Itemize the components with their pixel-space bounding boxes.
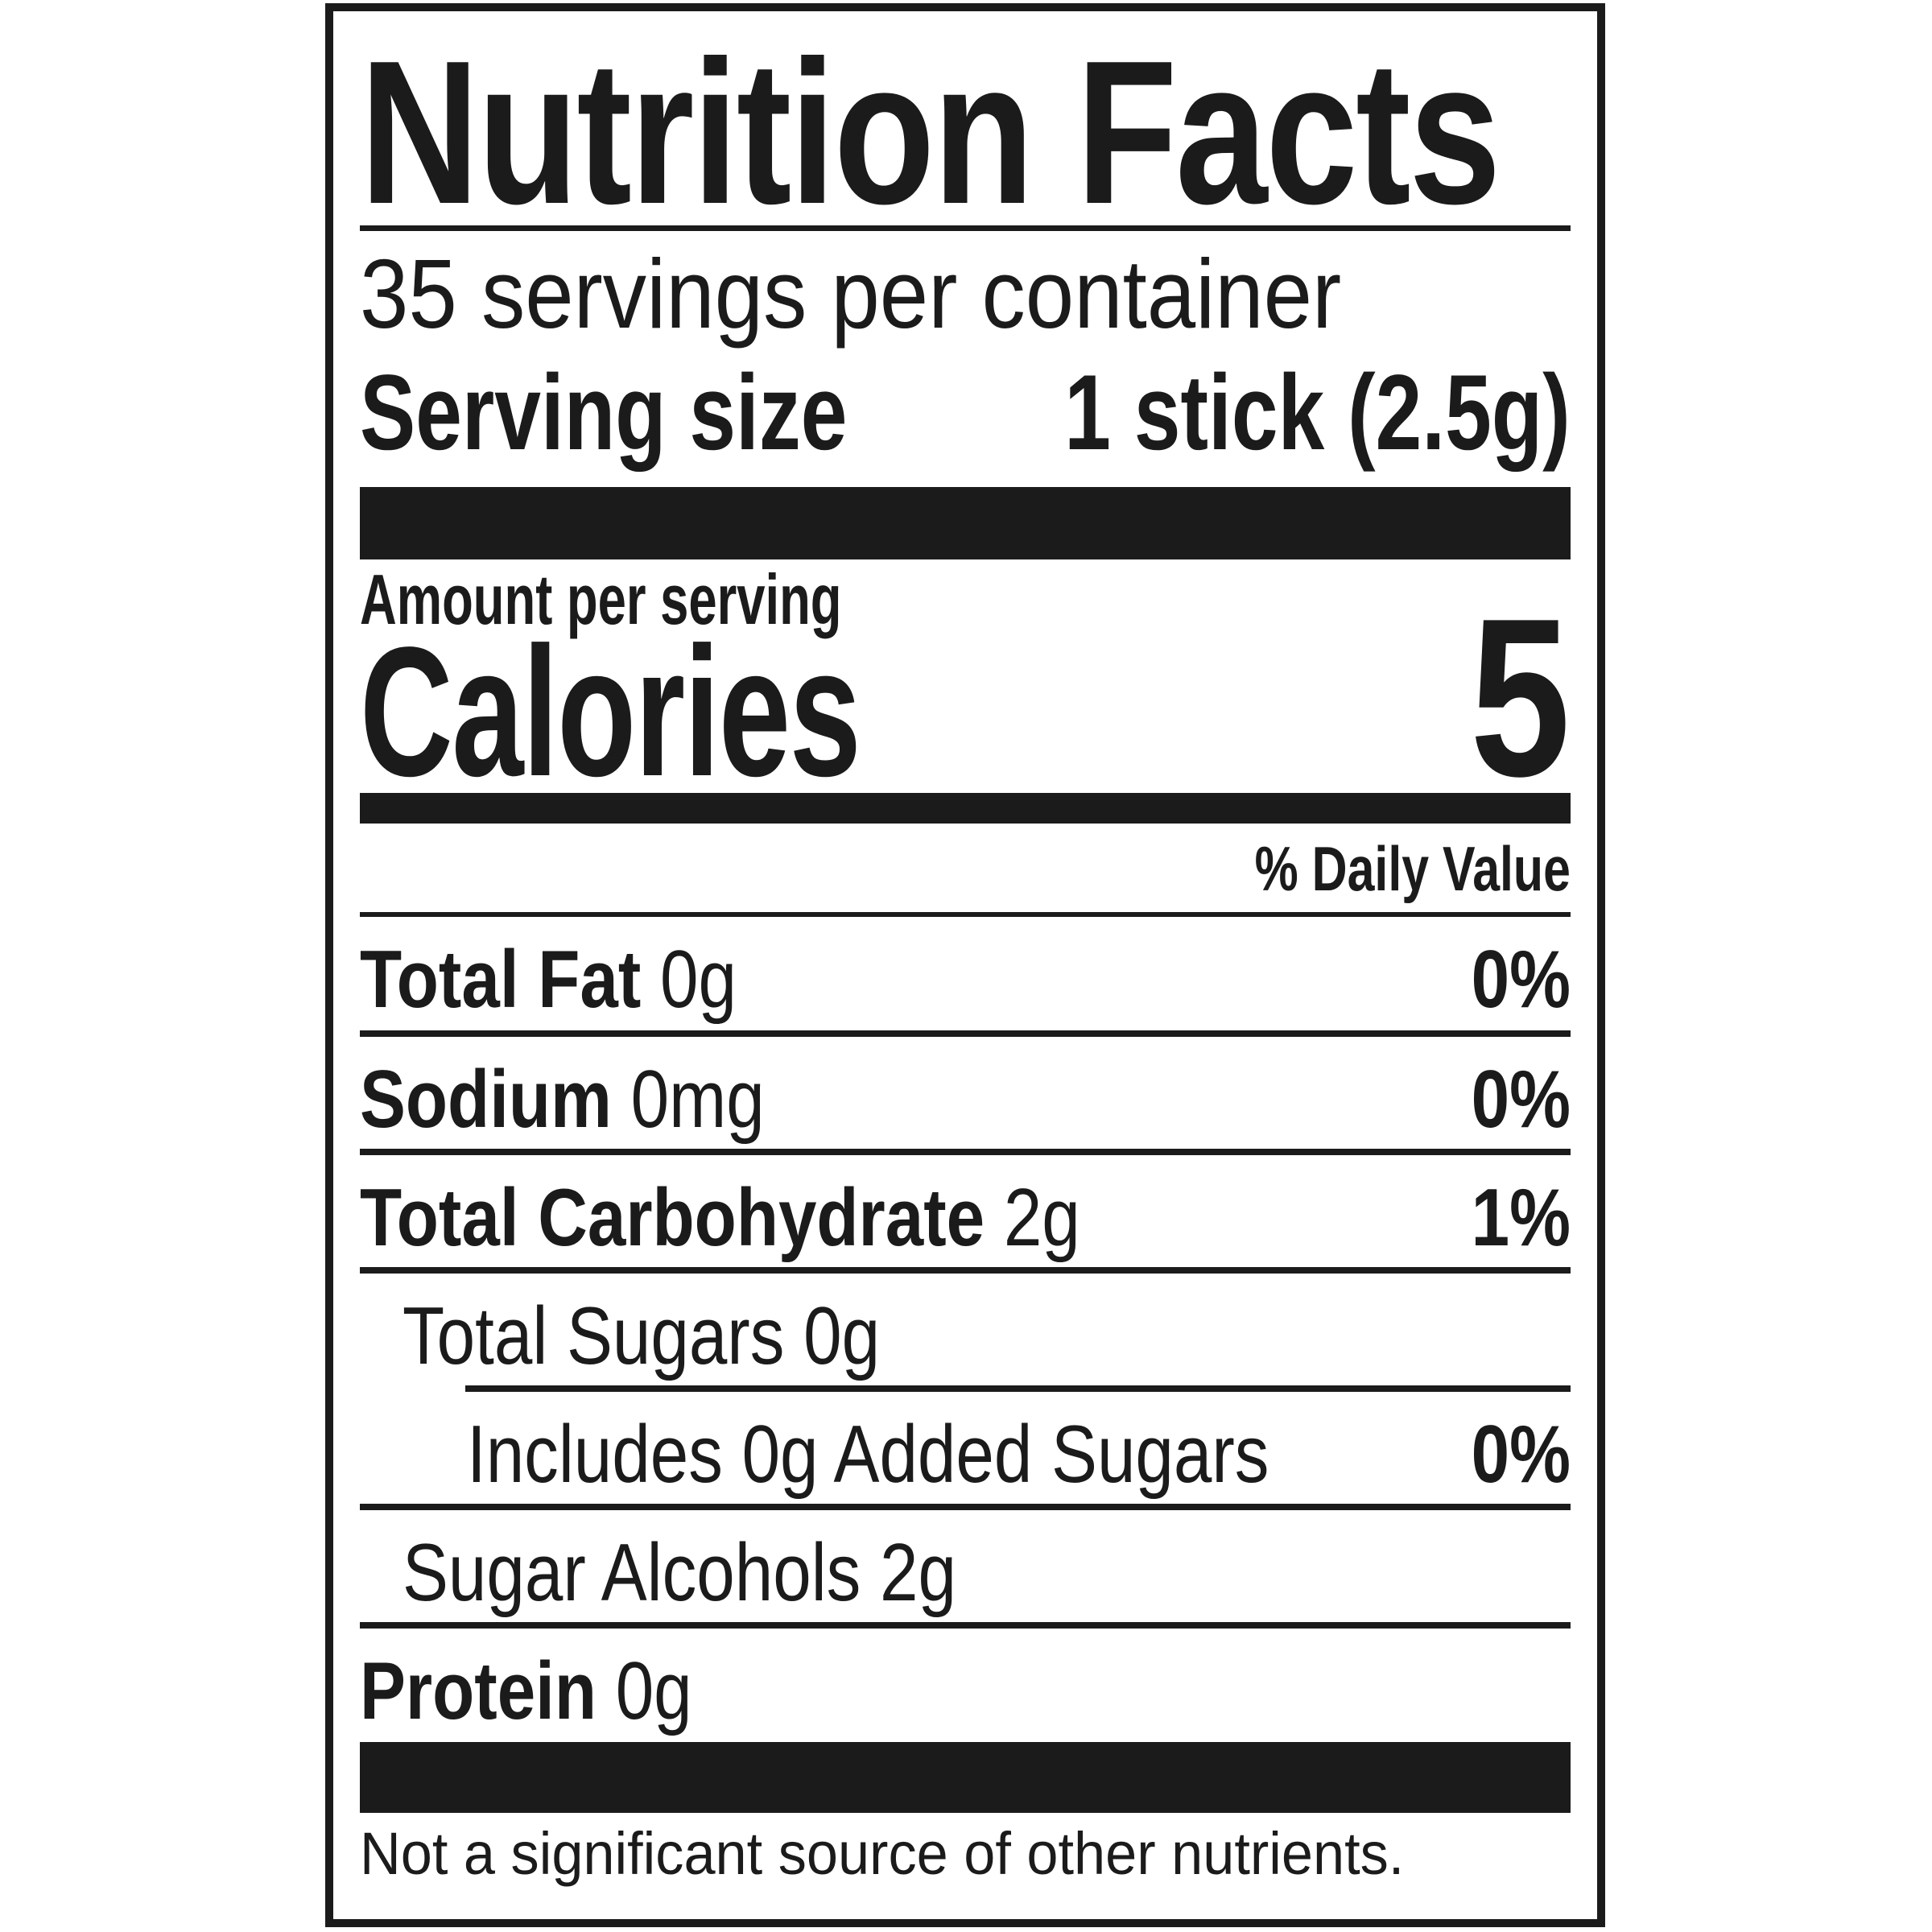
- row-divider: [360, 1267, 1571, 1274]
- nutrient-name: Total Sugars: [402, 1291, 785, 1381]
- nutrient-name: Sugar Alcohols: [402, 1528, 861, 1618]
- nutrient-name-amount: Protein 0g: [360, 1651, 692, 1732]
- row-divider: [360, 1504, 1571, 1510]
- row-sugar-alcohols: Sugar Alcohols 2g: [360, 1533, 1571, 1614]
- nutrient-name: Total Fat: [360, 935, 642, 1025]
- servings-per-container-line: 35 servings per container: [360, 245, 1571, 343]
- amount-per-serving-line: Amount per serving: [360, 559, 1571, 639]
- nutrient-amount: 2g: [880, 1528, 956, 1618]
- nutrient-name-amount: Sodium 0mg: [360, 1059, 765, 1141]
- row-total-carbohydrate: Total Carbohydrate 2g 1%: [360, 1178, 1571, 1259]
- nutrient-amount: 0g: [659, 935, 737, 1025]
- label-title: Nutrition Facts: [360, 18, 1501, 246]
- daily-value-percent: 1%: [1471, 1173, 1571, 1263]
- serving-size-line: Serving size 1 stick (2.5g): [360, 360, 1571, 467]
- title-divider: [360, 225, 1571, 231]
- daily-value-header: % Daily Value: [1254, 833, 1571, 904]
- row-sodium: Sodium 0mg 0%: [360, 1059, 1571, 1141]
- label-title-line: Nutrition Facts: [360, 18, 1571, 246]
- row-added-sugars: Includes 0g Added Sugars 0%: [360, 1414, 1571, 1496]
- amount-per-serving-label: Amount per serving: [360, 559, 842, 639]
- nutrient-name: Total Carbohydrate: [360, 1173, 985, 1263]
- row-divider: [360, 1622, 1571, 1629]
- daily-value-divider: [360, 912, 1571, 917]
- nutrient-amount: 0g: [615, 1646, 692, 1736]
- nutrient-name: Includes 0g Added Sugars: [467, 1410, 1269, 1500]
- daily-value-percent: 0%: [1471, 1055, 1571, 1145]
- nutrient-amount: 0mg: [630, 1055, 765, 1145]
- calories-value: 5: [1470, 572, 1571, 824]
- thick-separator-bar-top: [360, 487, 1571, 559]
- calories-line: Calories 5: [360, 572, 1571, 824]
- nutrient-name-amount: Total Sugars 0g: [402, 1296, 880, 1377]
- footnote-text: Not a significant source of other nutrie…: [360, 1820, 1405, 1887]
- row-protein: Protein 0g: [360, 1651, 1571, 1732]
- row-divider: [360, 1149, 1571, 1155]
- serving-size-value: 1 stick (2.5g): [1064, 353, 1571, 473]
- daily-value-header-line: % Daily Value: [360, 837, 1571, 900]
- footnote-line: Not a significant source of other nutrie…: [360, 1824, 1571, 1884]
- daily-value-percent: 0%: [1471, 1410, 1571, 1500]
- nutrient-name-amount: Sugar Alcohols 2g: [402, 1533, 956, 1614]
- nutrient-amount: 2g: [1003, 1173, 1080, 1263]
- row-divider: [360, 1030, 1571, 1037]
- nutrient-name-amount: Total Carbohydrate 2g: [360, 1178, 1080, 1259]
- nutrient-amount: 0g: [803, 1291, 881, 1381]
- row-total-fat: Total Fat 0g 0%: [360, 939, 1571, 1021]
- nutrient-name: Sodium: [360, 1055, 612, 1145]
- nutrient-name-amount: Total Fat 0g: [360, 939, 737, 1021]
- calories-label: Calories: [360, 609, 861, 815]
- row-total-sugars: Total Sugars 0g: [360, 1296, 1571, 1377]
- serving-size-label: Serving size: [360, 353, 848, 473]
- nutrient-name: Protein: [360, 1646, 597, 1736]
- servings-per-container: 35 servings per container: [360, 239, 1342, 349]
- nutrition-facts-label: Nutrition Facts 35 servings per containe…: [325, 3, 1605, 1927]
- daily-value-percent: 0%: [1471, 935, 1571, 1025]
- calories-separator-bar: [360, 793, 1571, 824]
- thick-separator-bar-bottom: [360, 1742, 1571, 1813]
- row-divider-indented: [465, 1385, 1571, 1392]
